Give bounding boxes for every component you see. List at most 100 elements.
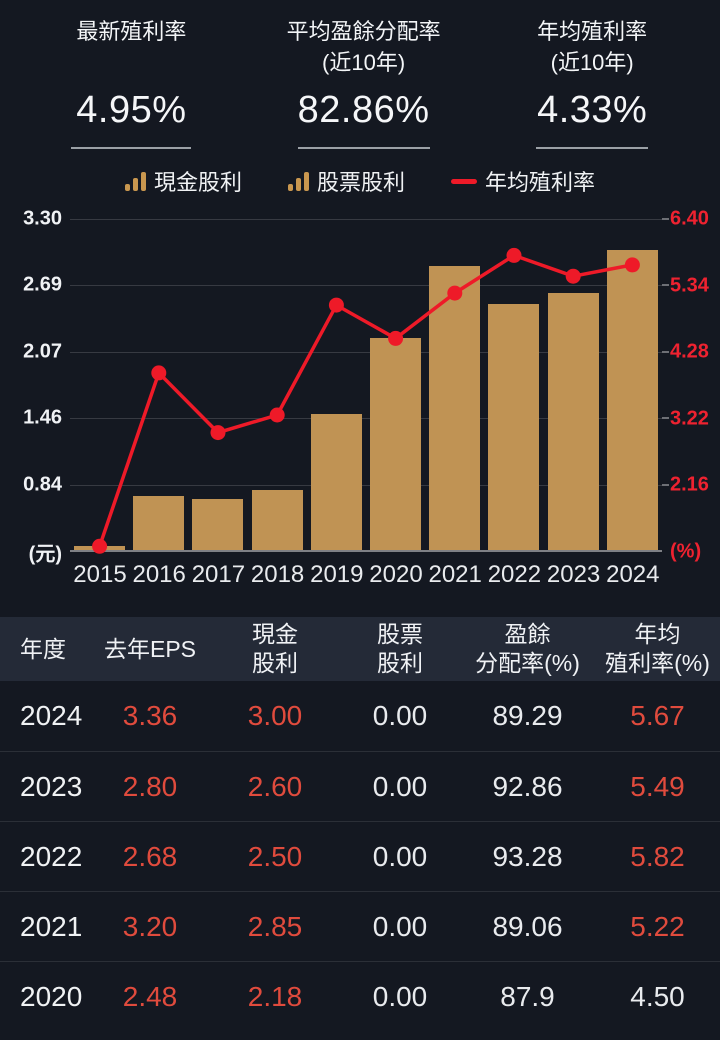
table-cell: 0.00 xyxy=(372,700,428,731)
stat-label: 最新殖利率 xyxy=(76,19,187,44)
table-row: 2021 3.20 2.85 0.00 89.06 5.22 xyxy=(0,891,720,961)
x-axis-label: 2024 xyxy=(606,561,660,588)
stat-underline xyxy=(297,147,430,149)
x-axis-label: 2022 xyxy=(487,561,542,588)
table-cell: 2024 xyxy=(20,700,83,731)
gridline xyxy=(70,418,662,420)
stat-sublabel: (近10年) xyxy=(322,50,406,75)
x-axis-label: 2018 xyxy=(250,561,305,588)
gridline xyxy=(70,485,662,487)
right-tick xyxy=(662,351,669,354)
table-cell: 3.20 xyxy=(122,910,178,942)
right-axis-unit: (%) xyxy=(670,540,702,563)
legend-cash-dividend[interactable]: 現金股利 xyxy=(124,165,242,197)
cash-dividend-bar[interactable] xyxy=(310,414,362,550)
table-cell: 5.82 xyxy=(630,840,685,872)
table-cell: 92.86 xyxy=(492,770,563,802)
bar-chart-icon xyxy=(124,171,146,191)
table-row: 2023 2.80 2.60 0.00 92.86 5.49 xyxy=(0,751,720,821)
column-header: 年均 殖利率(%) xyxy=(605,621,710,676)
right-axis-tick: 3.22 xyxy=(670,407,709,430)
table-cell: 5.22 xyxy=(630,910,685,942)
gridline xyxy=(70,352,662,354)
chart-plot[interactable] xyxy=(70,218,669,554)
right-axis-tick: 6.40 xyxy=(670,207,709,230)
left-axis-tick: 3.30 xyxy=(23,207,62,230)
stat-underline xyxy=(536,147,649,149)
yield-data-point[interactable] xyxy=(92,538,108,554)
table-row: 2020 2.48 2.18 0.00 87.9 4.50 xyxy=(0,961,720,1031)
right-axis-tick: 4.28 xyxy=(670,340,709,363)
table-row: 2024 3.36 3.00 0.00 89.29 5.67 xyxy=(0,681,720,751)
cash-dividend-bar[interactable] xyxy=(606,249,658,550)
right-tick xyxy=(662,284,669,287)
x-axis-label: 2021 xyxy=(428,561,482,588)
stat-label: 年均殖利率 xyxy=(537,19,648,44)
yield-data-point[interactable] xyxy=(506,247,522,263)
bar-chart-icon xyxy=(287,171,309,191)
right-tick xyxy=(662,484,669,487)
cash-dividend-bar[interactable] xyxy=(192,498,244,550)
left-axis-tick: 2.07 xyxy=(23,340,62,363)
table-cell: 2.48 xyxy=(122,980,178,1012)
cash-dividend-bar[interactable] xyxy=(370,338,421,550)
yield-data-point[interactable] xyxy=(447,285,463,301)
column-header: 現金 股利 xyxy=(252,621,298,676)
column-header: 去年EPS xyxy=(103,635,197,662)
legend-avg-yield[interactable]: 年均殖利率 xyxy=(451,165,595,197)
x-axis-label: 2015 xyxy=(73,561,127,588)
line-icon xyxy=(451,178,477,184)
left-axis-unit: (元) xyxy=(28,543,62,566)
cash-dividend-bar[interactable] xyxy=(547,292,599,550)
stat-value: 4.33% xyxy=(537,89,648,131)
yield-data-point[interactable] xyxy=(210,425,226,441)
table-cell: 87.9 xyxy=(500,980,555,1012)
table-cell: 3.36 xyxy=(122,700,178,731)
table-cell: 2.85 xyxy=(247,910,303,942)
legend-label: 股票股利 xyxy=(316,170,405,195)
legend-stock-dividend[interactable]: 股票股利 xyxy=(287,165,405,197)
table-cell: 3.00 xyxy=(247,700,303,731)
table-row: 2022 2.68 2.50 0.00 93.28 5.82 xyxy=(0,821,720,891)
stat-value: 4.95% xyxy=(76,89,187,131)
table-cell: 5.67 xyxy=(630,700,685,731)
cash-dividend-bar[interactable] xyxy=(133,496,185,550)
cash-dividend-bar[interactable] xyxy=(429,265,481,550)
stat-value: 82.86% xyxy=(297,89,430,131)
table-body: 2024 3.36 3.00 0.00 89.29 5.67 2023 2.80 2.60 0.0… xyxy=(0,681,720,1031)
dividend-chart: (元) (%) 3.30 6.40 2.69 5.34 2.07 4.28 1.46 3.22… xyxy=(0,206,720,596)
column-header: 年度 xyxy=(20,635,66,662)
cash-dividend-bar[interactable] xyxy=(251,489,303,550)
table-cell: 0.00 xyxy=(372,770,428,802)
yield-data-point[interactable] xyxy=(328,297,344,313)
yield-data-point[interactable] xyxy=(388,330,404,346)
left-axis-tick: 2.69 xyxy=(23,273,62,296)
stat-sublabel: (近10年) xyxy=(550,50,634,75)
table-cell: 0.00 xyxy=(372,980,428,1012)
legend-label: 年均殖利率 xyxy=(485,170,596,195)
table-cell: 2020 xyxy=(20,980,83,1012)
stat-card-latest-yield: 最新殖利率 4.95% xyxy=(0,16,263,149)
yield-data-point[interactable] xyxy=(269,407,285,423)
right-tick xyxy=(662,218,669,220)
cash-dividend-bar[interactable] xyxy=(488,303,540,550)
yield-data-point[interactable] xyxy=(565,268,581,284)
table-cell: 0.00 xyxy=(372,910,428,942)
table-cell: 2.68 xyxy=(122,840,178,872)
table-cell: 93.28 xyxy=(492,840,563,872)
x-axis-label: 2019 xyxy=(310,561,364,588)
stat-sublabel xyxy=(0,47,263,78)
table-cell: 2.80 xyxy=(122,770,178,802)
stats-row: 最新殖利率 4.95% 平均盈餘分配率 (近10年) 82.86% 年均殖利率 … xyxy=(0,0,720,149)
yield-data-point[interactable] xyxy=(624,257,640,273)
yield-data-point[interactable] xyxy=(151,365,167,381)
table-cell: 2022 xyxy=(20,840,83,872)
gridline xyxy=(70,285,662,287)
table-cell: 4.50 xyxy=(630,980,685,1012)
x-axis-label: 2020 xyxy=(369,561,423,588)
column-header: 盈餘 分配率(%) xyxy=(475,621,580,676)
x-axis-label: 2016 xyxy=(132,561,186,588)
left-axis-tick: 0.84 xyxy=(23,473,62,496)
table-header: 年度 去年EPS 現金 股利 股票 股利 盈餘 分配率(%) 年均 殖利率(%) xyxy=(0,617,720,681)
